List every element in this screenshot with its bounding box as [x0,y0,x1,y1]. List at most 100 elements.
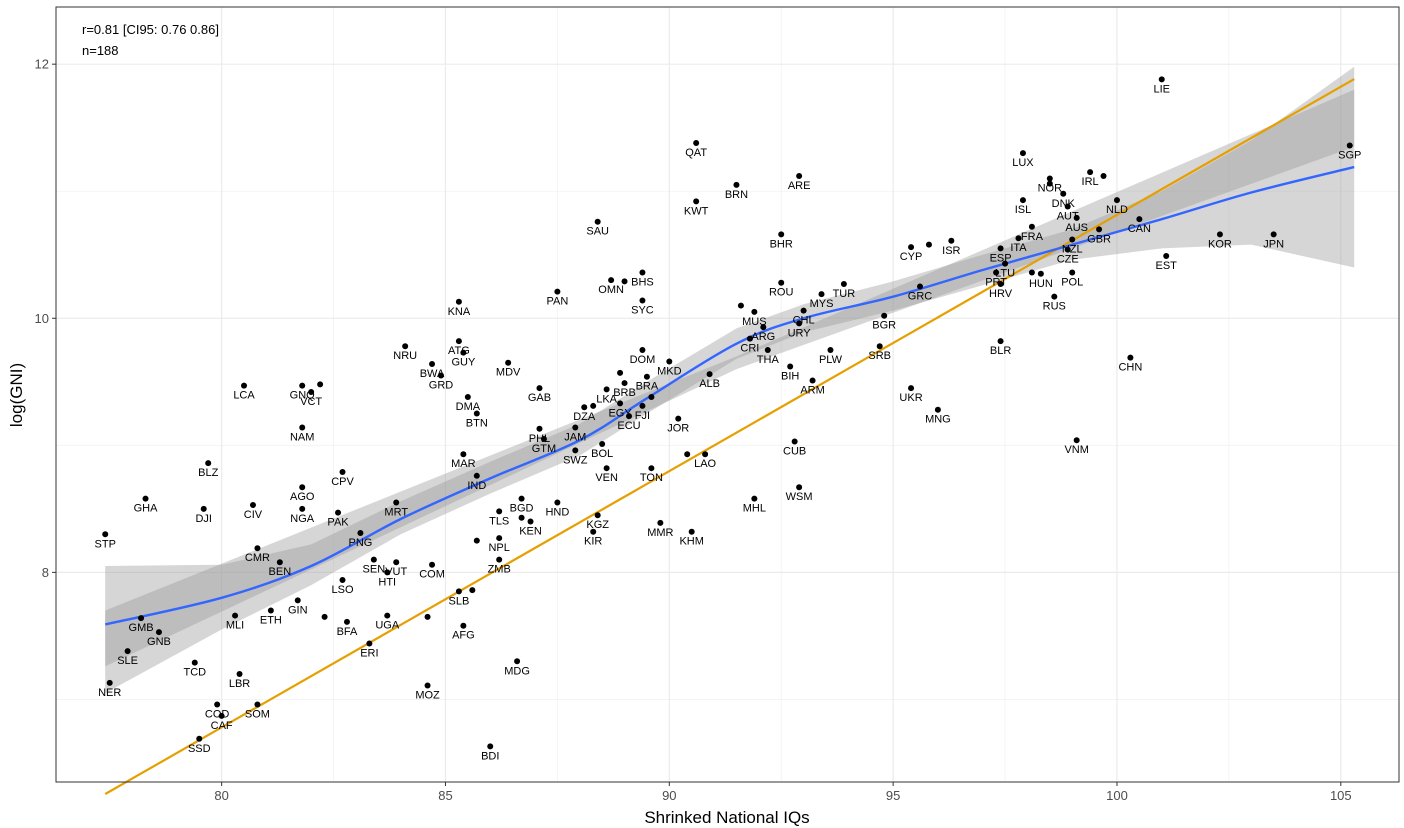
data-points [102,76,1353,750]
point-blr [997,338,1004,345]
point-label-fji: FJI [635,410,650,422]
point-label-lux: LUX [1012,157,1034,169]
point-rou [778,279,785,286]
y-tick-label: 10 [35,311,49,326]
point-mkd [666,358,673,365]
point-blz [205,460,212,467]
point-label-npl: NPL [488,542,509,554]
point-lao [702,451,709,458]
point-label-kir: KIR [584,536,602,548]
point-label-pol: POL [1061,277,1083,289]
point-nru [402,343,409,350]
point-label-egy: EGY [608,407,632,419]
point-jam [572,424,579,431]
point-npl [496,535,503,542]
point-label-ita: ITA [1010,242,1027,254]
point-labels: LIE SGP QAT LUX IRL ARE NOR BRN DNK KWT ISL AUT NLD S… [95,83,1362,762]
axis-ticks: 80 85 90 95 100 105 8 10 12 [35,57,1352,803]
point-label-gin: GIN [288,604,308,616]
point-mhl [751,495,758,502]
point-gbr [1096,226,1103,233]
point-label-mkd: MKD [657,365,682,377]
point-label-bol: BOL [591,448,613,460]
point-label-ukr: UKR [899,392,922,404]
point-label-hnd: HND [545,506,569,518]
point-uga [384,612,391,619]
point-png [357,529,364,536]
point-label-est: EST [1156,260,1178,272]
point-bol [599,441,606,448]
point-label-pak: PAK [327,517,349,529]
point-label-ssd: SSD [188,743,211,755]
x-tick-label: 105 [1330,788,1352,803]
point-label-khm: KHM [679,536,703,548]
point-nor [1046,175,1053,182]
point-isr [948,237,955,244]
point-tcd [191,659,198,666]
point-dza [581,404,588,411]
point-label-ner: NER [98,687,121,699]
point-gab [536,385,543,392]
point-label-pan: PAN [546,296,568,308]
point-label-vct: VCT [300,396,322,408]
point-stp [102,531,109,538]
point-label-ton: TON [640,472,663,484]
point-label-jpn: JPN [1263,238,1284,250]
point-label-nam: NAM [290,432,314,444]
point-label-com: COM [419,569,445,581]
point-label-eri: ERI [360,648,378,660]
point-bgd [518,495,525,502]
point-label-mdv: MDV [496,367,521,379]
point-label-dza: DZA [573,411,596,423]
point-label-isr: ISR [942,245,960,257]
point-label-guy: GUY [451,357,476,369]
point-label-are: ARE [788,180,811,192]
point-label-omn: OMN [598,284,624,296]
point-label-ecu: ECU [617,420,640,432]
point-slb [455,588,462,595]
point-ton [648,465,655,472]
point-label-plw: PLW [819,354,843,366]
point-unlabeled [617,369,624,376]
point-unlabeled [1046,180,1053,187]
point-cri [746,335,753,342]
point-mng [934,406,941,413]
point-label-ury: URY [788,327,812,339]
point-gha [142,495,149,502]
point-unlabeled [925,241,932,248]
point-label-nru: NRU [393,350,417,362]
point-gtm [540,435,547,442]
point-hti [384,569,391,576]
point-mmr [657,519,664,526]
point-label-tls: TLS [489,515,509,527]
point-label-prt: PRT [985,277,1007,289]
point-cmr [254,545,261,552]
point-label-ben: BEN [269,566,292,578]
point-label-kor: KOR [1208,238,1232,250]
point-ssd [196,735,203,742]
point-label-dji: DJI [195,513,212,525]
point-mdg [514,658,521,665]
y-tick-label: 8 [42,565,49,580]
point-label-mrt: MRT [384,506,408,518]
point-plw [827,347,834,354]
point-unlabeled [473,537,480,544]
annotation-correlation: r=0.81 [CI95: 0.76 0.86] [82,22,219,37]
point-kor [1216,231,1223,238]
point-label-blr: BLR [990,345,1011,357]
point-hrv [997,280,1004,287]
point-label-tha: THA [757,354,780,366]
point-nga [299,505,306,512]
point-mys [818,291,825,298]
point-label-bgd: BGD [510,503,534,515]
point-label-brb: BRB [613,387,636,399]
point-mli [232,612,239,619]
point-afg [460,622,467,629]
point-mar [460,451,467,458]
point-label-isl: ISL [1015,204,1032,216]
point-label-chn: CHN [1118,362,1142,374]
point-omn [608,277,615,284]
point-bhs [639,269,646,276]
point-label-nor: NOR [1038,183,1063,195]
